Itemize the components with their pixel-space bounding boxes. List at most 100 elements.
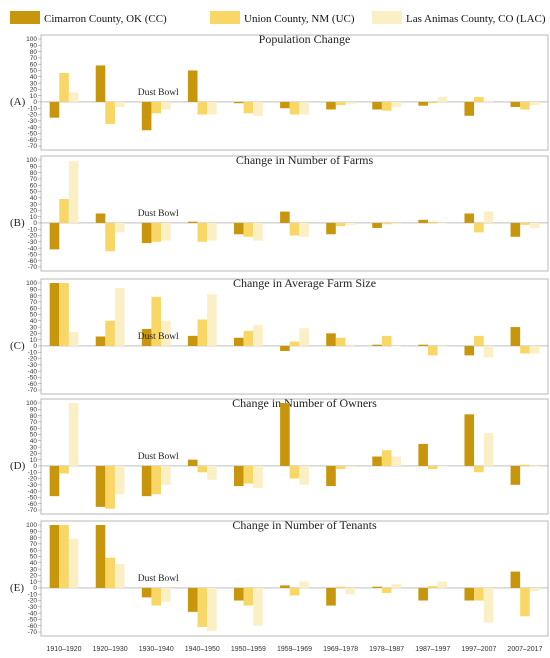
bar-cc-3	[187, 459, 198, 466]
bar-lac-7	[391, 222, 402, 225]
y-tick-label: -50	[28, 131, 38, 138]
y-tick-label: -60	[28, 258, 38, 265]
y-tick-label: 50	[30, 432, 38, 439]
y-tick-label: -20	[28, 112, 38, 119]
panel-a: 1009080706050403020100-10-20-30-40-50-60…	[10, 32, 549, 151]
y-tick-label: 50	[30, 312, 38, 319]
y-tick-label: 0	[33, 220, 37, 227]
y-tick-label: 20	[30, 451, 38, 458]
bar-lac-9	[483, 433, 494, 466]
bar-lac-9	[483, 587, 494, 623]
bar-lac-8	[437, 345, 448, 347]
y-tick-label: 70	[30, 299, 38, 306]
panel-title: Change in Number of Owners	[232, 396, 377, 410]
bar-uc-5	[289, 465, 300, 479]
bar-cc-0	[49, 283, 60, 346]
bar-lac-6	[345, 587, 355, 595]
panel-e: 1009080706050403020100-10-20-30-40-50-60…	[10, 518, 549, 637]
x-tick-label: 1969–1978	[323, 646, 358, 653]
bar-cc-2	[141, 587, 152, 598]
x-tick-label: 1950–1959	[231, 646, 266, 653]
bar-uc-7	[381, 335, 392, 346]
bar-lac-6	[345, 344, 355, 346]
bar-cc-1	[95, 525, 106, 588]
y-tick-label: 50	[30, 189, 38, 196]
y-tick-label: 30	[30, 324, 38, 331]
y-tick-label: 90	[30, 406, 38, 413]
bar-cc-2	[141, 465, 152, 497]
legend-label-cc: Cimarron County, OK (CC)	[44, 13, 167, 25]
bar-cc-4	[234, 337, 244, 346]
bar-lac-1	[114, 222, 125, 233]
legend-label-lac: Las Animas County, CO (LAC)	[406, 13, 546, 25]
dust-bowl-annotation: Dust Bowl	[138, 209, 179, 219]
y-tick-label: 80	[30, 535, 38, 542]
panel-frame	[40, 278, 549, 395]
bar-lac-2	[161, 465, 171, 485]
bar-uc-8	[427, 345, 438, 356]
bar-lac-8	[437, 465, 448, 467]
y-tick-label: -10	[28, 226, 38, 233]
y-tick-label: 40	[30, 318, 38, 325]
bar-cc-3	[187, 587, 198, 612]
y-tick-label: -70	[28, 507, 38, 514]
bar-uc-2	[151, 296, 162, 346]
bar-cc-10	[510, 327, 521, 346]
bar-uc-10	[520, 222, 530, 225]
bar-lac-7	[391, 584, 402, 588]
bar-lac-7	[391, 456, 402, 466]
x-tick-label: 1940–1950	[185, 646, 220, 653]
x-tick-label: 1920–1930	[93, 646, 128, 653]
bar-uc-5	[289, 222, 300, 236]
y-tick-label: 50	[30, 554, 38, 561]
bar-uc-5	[289, 341, 300, 346]
bar-uc-2	[151, 101, 162, 114]
bar-uc-8	[427, 465, 438, 470]
panel-label: (D)	[10, 460, 26, 472]
bar-lac-1	[114, 564, 125, 588]
y-tick-label: 30	[30, 80, 38, 87]
bar-uc-5	[289, 587, 300, 596]
bar-cc-7	[372, 456, 382, 466]
bar-lac-2	[161, 101, 171, 110]
y-tick-label: -10	[28, 349, 38, 356]
bar-uc-1	[105, 465, 115, 509]
bar-cc-1	[95, 213, 106, 223]
y-tick-label: -50	[28, 252, 38, 259]
bar-uc-2	[151, 222, 162, 242]
y-tick-label: -60	[28, 623, 38, 630]
y-tick-label: -10	[28, 469, 38, 476]
bar-cc-10	[510, 222, 521, 237]
bar-uc-3	[197, 101, 208, 115]
bar-lac-5	[299, 101, 309, 115]
y-tick-label: -70	[28, 143, 38, 150]
bar-uc-6	[335, 337, 346, 346]
y-tick-label: 60	[30, 182, 38, 189]
panel-label: (E)	[10, 582, 24, 594]
y-tick-label: -50	[28, 617, 38, 624]
bar-uc-10	[520, 464, 530, 466]
bar-cc-6	[326, 101, 336, 110]
y-tick-label: -60	[28, 501, 38, 508]
bar-cc-9	[464, 345, 475, 356]
panel-title: Change in Number of Tenants	[232, 518, 377, 532]
legend-swatch-cc	[10, 11, 40, 24]
y-tick-label: 60	[30, 305, 38, 312]
y-tick-label: 10	[30, 457, 38, 464]
legend-label-uc: Union County, NM (UC)	[244, 13, 355, 25]
y-tick-label: 90	[30, 286, 38, 293]
x-tick-label: 1987–1997	[415, 646, 450, 653]
bar-uc-5	[289, 101, 300, 115]
bar-lac-0	[68, 403, 79, 466]
bar-cc-3	[187, 335, 198, 346]
bar-cc-5	[280, 403, 290, 466]
bar-uc-1	[105, 320, 115, 346]
bar-cc-0	[49, 101, 60, 118]
bar-cc-6	[326, 465, 336, 487]
bar-lac-3	[207, 587, 217, 631]
bar-uc-10	[520, 587, 530, 617]
y-tick-label: 80	[30, 413, 38, 420]
legend-swatch-lac	[372, 11, 402, 24]
bar-cc-9	[464, 213, 475, 223]
bar-uc-0	[59, 465, 69, 474]
